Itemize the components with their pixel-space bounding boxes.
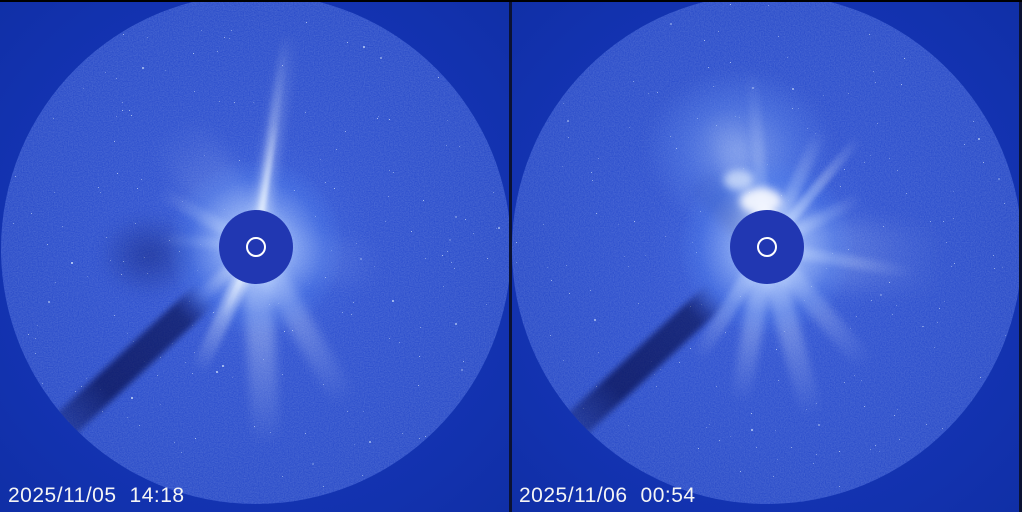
right-border-bar bbox=[1019, 0, 1022, 512]
top-border-bar bbox=[0, 0, 1022, 2]
cme-bright-knot bbox=[724, 170, 754, 190]
frame-timestamp-right: 2025/11/06 00:54 bbox=[519, 484, 696, 508]
coronagraph-frame-right: 2025/11/06 00:54 bbox=[511, 0, 1022, 512]
coronagraph-frame-left: 2025/11/05 14:18 bbox=[0, 0, 511, 512]
frame-date: 2025/11/05 bbox=[8, 484, 117, 507]
frame-date: 2025/11/06 bbox=[519, 484, 628, 507]
frame-time: 00:54 bbox=[640, 484, 696, 507]
frame-time: 14:18 bbox=[129, 484, 185, 507]
sun-diameter-ring-icon bbox=[757, 237, 777, 257]
field-of-view-right bbox=[512, 0, 1022, 504]
sun-diameter-ring-icon bbox=[246, 237, 266, 257]
frame-timestamp-left: 2025/11/05 14:18 bbox=[8, 484, 185, 508]
field-of-view-left bbox=[1, 0, 511, 504]
frame-divider bbox=[509, 0, 512, 512]
